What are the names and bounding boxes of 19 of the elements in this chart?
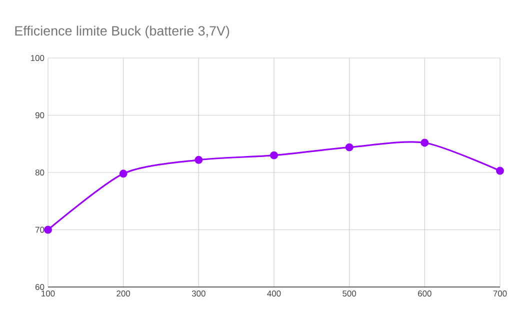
y-tick-label: 60 — [36, 284, 44, 290]
x-tick-label: 600 — [418, 290, 432, 297]
point — [119, 170, 128, 178]
y-tick-label: 80 — [35, 170, 44, 176]
point — [194, 156, 203, 164]
x-tick-label: 100 — [42, 290, 55, 297]
x-tick-label: 700 — [493, 290, 507, 297]
y-tick-label: 90 — [35, 112, 44, 118]
x-tick-label: 500 — [342, 290, 356, 297]
point — [496, 166, 504, 175]
point — [345, 143, 354, 152]
x-tick-label: 200 — [116, 290, 130, 297]
x-tick-label: 300 — [192, 290, 206, 297]
point — [44, 226, 52, 234]
x-tick-label: 400 — [267, 290, 281, 297]
point — [270, 151, 278, 160]
point — [420, 138, 429, 147]
chart-title: Efficience limite Buck (batterie 3,7V) — [15, 26, 230, 38]
y-tick-label: 100 — [30, 55, 44, 61]
